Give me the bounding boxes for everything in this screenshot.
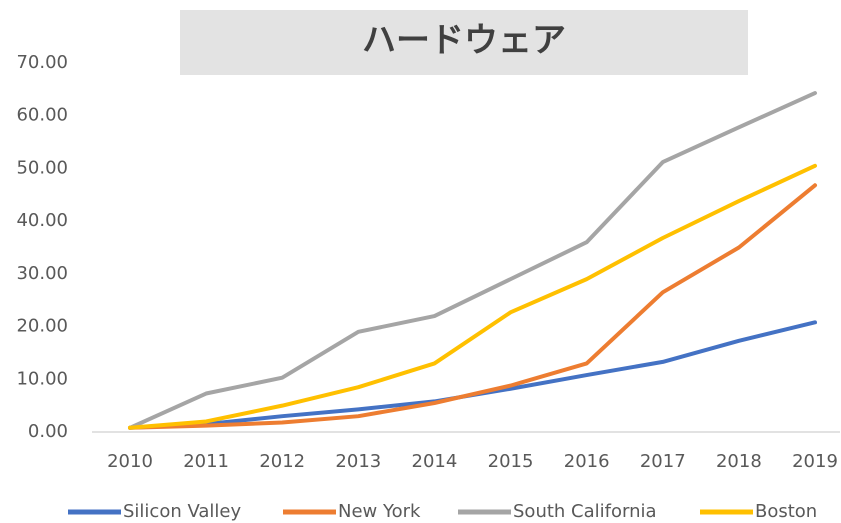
x-tick-label: 2018 bbox=[716, 451, 762, 472]
series-line bbox=[128, 183, 817, 430]
x-tick-label: 2010 bbox=[107, 451, 153, 472]
title-box bbox=[180, 10, 748, 75]
y-tick-label: 20.00 bbox=[16, 316, 68, 337]
x-tick-label: 2017 bbox=[640, 451, 686, 472]
legend-label: Silicon Valley bbox=[123, 501, 241, 522]
y-tick-label: 30.00 bbox=[16, 263, 68, 284]
y-tick-label: 50.00 bbox=[16, 157, 68, 178]
x-tick-label: 2019 bbox=[792, 451, 838, 472]
x-tick-label: 2016 bbox=[564, 451, 610, 472]
legend-label: Boston bbox=[755, 501, 817, 522]
series-line bbox=[128, 91, 817, 430]
legend-label: New York bbox=[338, 501, 421, 522]
y-tick-label: 40.00 bbox=[16, 210, 68, 231]
x-tick-label: 2013 bbox=[335, 451, 381, 472]
x-tick-label: 2011 bbox=[183, 451, 229, 472]
x-tick-label: 2014 bbox=[412, 451, 458, 472]
y-tick-label: 60.00 bbox=[16, 105, 68, 126]
legend-label: South California bbox=[513, 501, 657, 522]
x-tick-label: 2015 bbox=[488, 451, 534, 472]
chart-title: ハードウェア bbox=[362, 21, 566, 61]
y-tick-label: 0.00 bbox=[28, 421, 68, 442]
y-tick-label: 70.00 bbox=[16, 52, 68, 73]
series-line bbox=[128, 163, 817, 430]
y-tick-label: 10.00 bbox=[16, 368, 68, 389]
x-tick-label: 2012 bbox=[259, 451, 305, 472]
